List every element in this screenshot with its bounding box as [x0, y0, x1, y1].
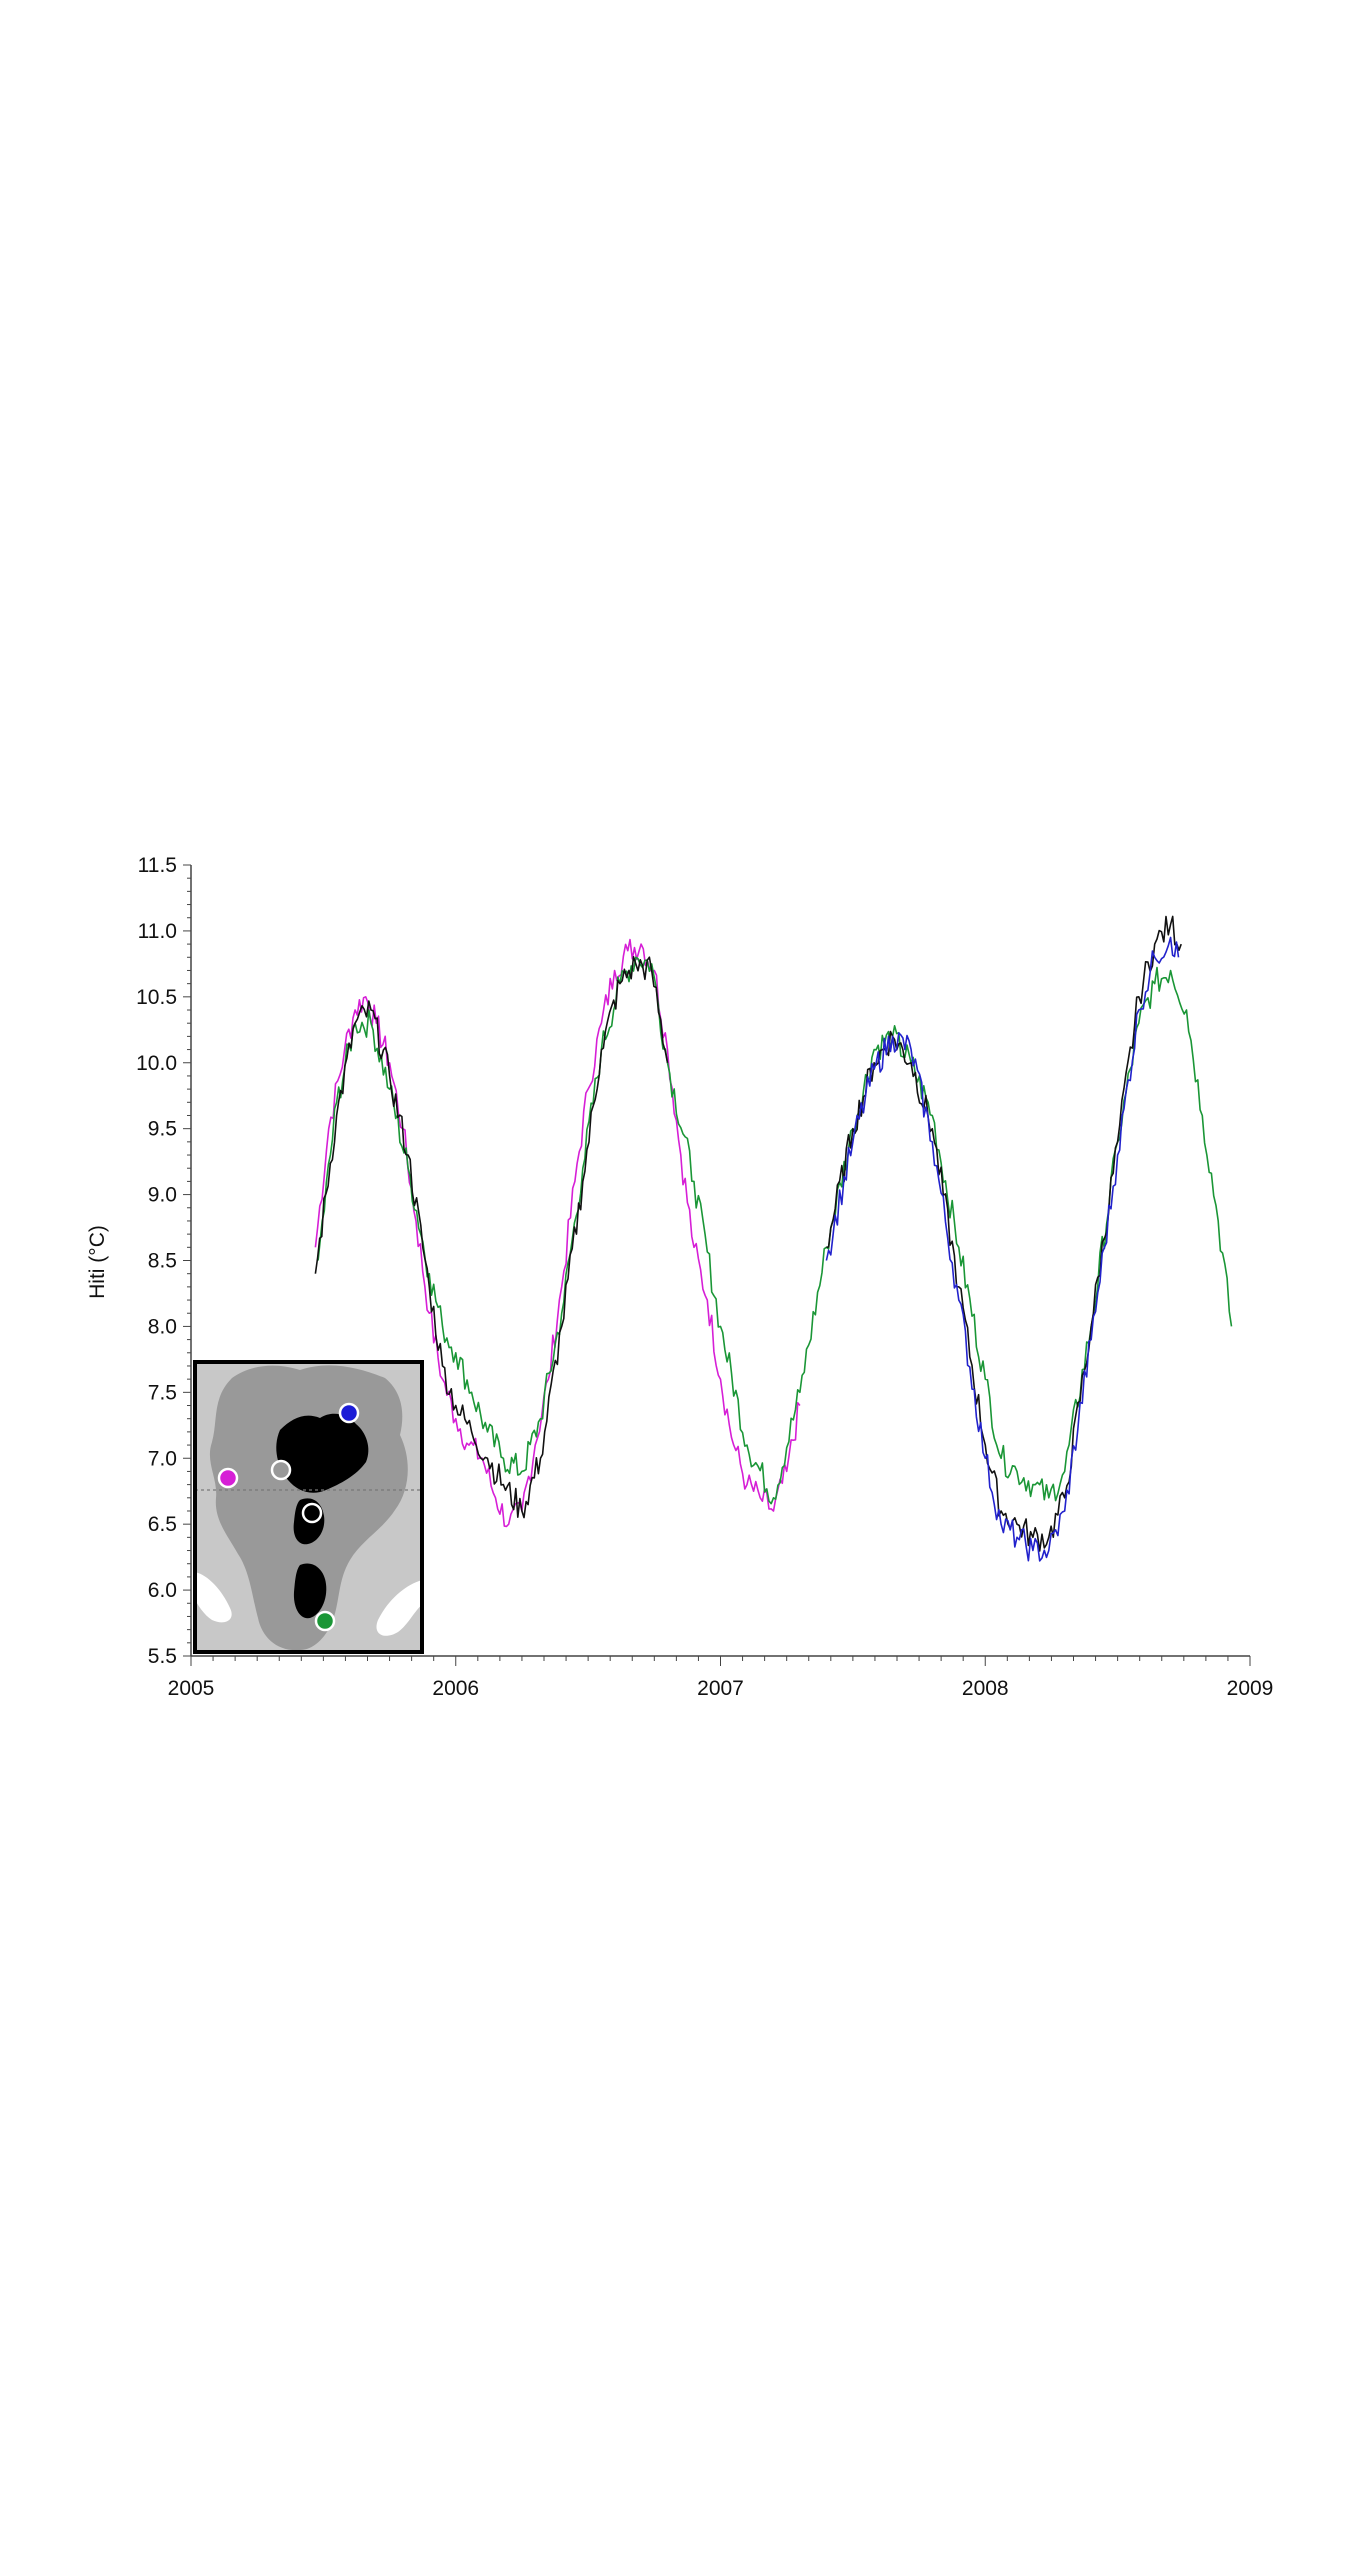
y-tick-label: 6.0	[148, 1579, 177, 1602]
y-tick-label: 9.5	[148, 1118, 177, 1141]
y-axis-title: Hiti (°C)	[86, 1225, 109, 1299]
x-tick-label: 2009	[1227, 1677, 1274, 1700]
x-tick-label: 2006	[432, 1677, 479, 1700]
y-tick-label: 11.0	[138, 920, 177, 943]
inset-coast-land-west	[195, 1572, 232, 1623]
x-tick-label: 2008	[962, 1677, 1009, 1700]
x-tick-label: 2007	[697, 1677, 744, 1700]
y-tick-label: 11.5	[138, 854, 177, 877]
y-axis: 5.5 6.0 6.5 7.0 7.5 8.0 8.5 9.0 9.5 10.0 10.5 11.0 1…	[136, 854, 192, 1668]
station-marker	[301, 1502, 323, 1524]
series-layer	[314, 915, 1233, 1562]
y-tick-label: 6.5	[148, 1513, 177, 1536]
station-marker	[338, 1402, 360, 1424]
station-marker	[314, 1610, 336, 1632]
series-line-3	[314, 955, 669, 1519]
series-line-2	[317, 956, 1233, 1505]
inset-land-south	[293, 1563, 327, 1619]
inset-coast-land-east	[376, 1580, 422, 1636]
y-tick-label: 10.5	[136, 986, 177, 1009]
y-tick-label: 8.5	[148, 1250, 177, 1273]
inset-frame	[193, 1360, 424, 1654]
station-marker	[217, 1467, 239, 1489]
y-tick-label: 10.0	[136, 1052, 177, 1075]
x-axis: 2005 2006 2007 2008 2009	[168, 1655, 1274, 1700]
y-tick-label: 7.0	[148, 1447, 177, 1470]
series-line-1	[314, 938, 801, 1528]
station-marker	[270, 1459, 292, 1481]
inset-stations	[217, 1402, 360, 1632]
inset-map	[193, 1360, 424, 1654]
x-tick-label: 2005	[168, 1677, 215, 1700]
y-tick-label: 9.0	[148, 1184, 177, 1207]
y-tick-label: 7.5	[148, 1381, 177, 1404]
y-tick-label: 5.5	[148, 1645, 177, 1668]
y-tick-label: 8.0	[148, 1315, 177, 1338]
series-line-5	[825, 936, 1180, 1562]
inset-land-north	[276, 1413, 369, 1493]
